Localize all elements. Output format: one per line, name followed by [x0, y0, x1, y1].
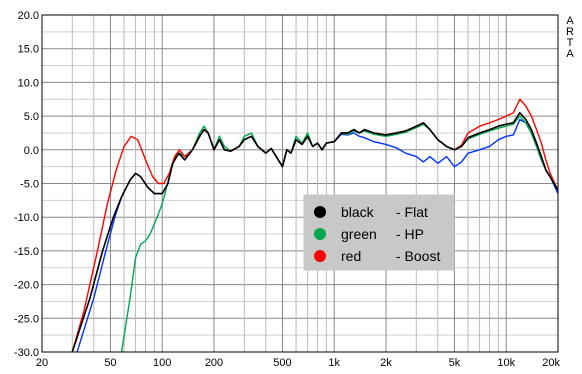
watermark-letter: A [566, 48, 574, 60]
y-tick-label: -20.0 [14, 280, 39, 292]
y-tick-label: 5.0 [24, 111, 39, 123]
x-tick-label: 100 [153, 357, 171, 369]
x-tick-label: 10k [497, 357, 515, 369]
grid [42, 14, 558, 353]
legend-label-green: green [341, 226, 377, 242]
x-tick-label: 1k [328, 357, 340, 369]
y-tick-label: 15.0 [18, 44, 39, 56]
watermark-letter: T [567, 37, 574, 49]
legend-label-black: black [341, 204, 375, 220]
legend: black - Flat green - HP red - Boost [303, 194, 455, 271]
x-tick-label: 2k [380, 357, 392, 369]
legend-marker-red [314, 250, 326, 262]
legend-desc-green: - HP [396, 226, 424, 242]
y-tick-labels: 20.0 15.0 10.0 5.0 0.0 -5.0 -10.0 -15.0 -20.0 -25… [14, 10, 39, 359]
y-tick-label: 10.0 [18, 77, 39, 89]
watermark-letter: A [566, 15, 574, 27]
y-tick-label: -15.0 [14, 246, 39, 258]
legend-label-red: red [341, 248, 361, 264]
y-tick-label: 20.0 [18, 10, 39, 22]
plot-border [41, 14, 559, 353]
series-line-black [71, 111, 558, 352]
x-tick-label: 200 [205, 357, 223, 369]
x-tick-label: 50 [104, 357, 116, 369]
x-tick-label: 20k [542, 357, 560, 369]
series-lines [71, 98, 558, 352]
y-tick-label: -10.0 [14, 212, 39, 224]
legend-desc-black: - Flat [396, 204, 428, 220]
x-tick-label: 500 [273, 357, 291, 369]
x-tick-label: 5k [449, 357, 461, 369]
legend-desc-red: - Boost [396, 248, 440, 264]
y-tick-label: -25.0 [14, 313, 39, 325]
legend-box [303, 194, 455, 271]
legend-marker-black [314, 206, 326, 218]
y-tick-label: -5.0 [20, 179, 39, 191]
y-tick-label: 0.0 [24, 145, 39, 157]
x-tick-labels: 20 50 100 200 500 1k 2k 5k 10k 20k [36, 357, 561, 369]
watermark-letter: R [566, 26, 574, 38]
legend-marker-green [314, 228, 326, 240]
y-tick-label: -30.0 [14, 347, 39, 359]
x-tick-label: 20 [36, 357, 48, 369]
